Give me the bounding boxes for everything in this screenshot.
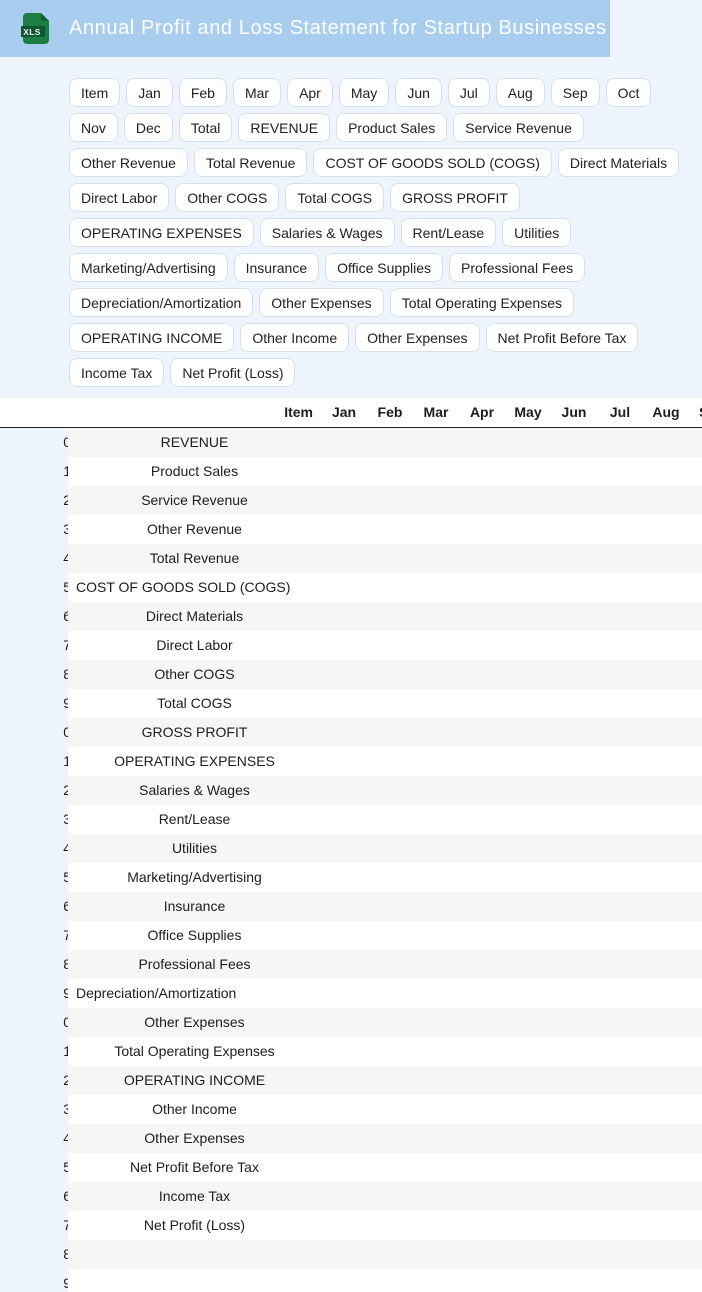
svg-text:XLS: XLS <box>23 27 40 37</box>
